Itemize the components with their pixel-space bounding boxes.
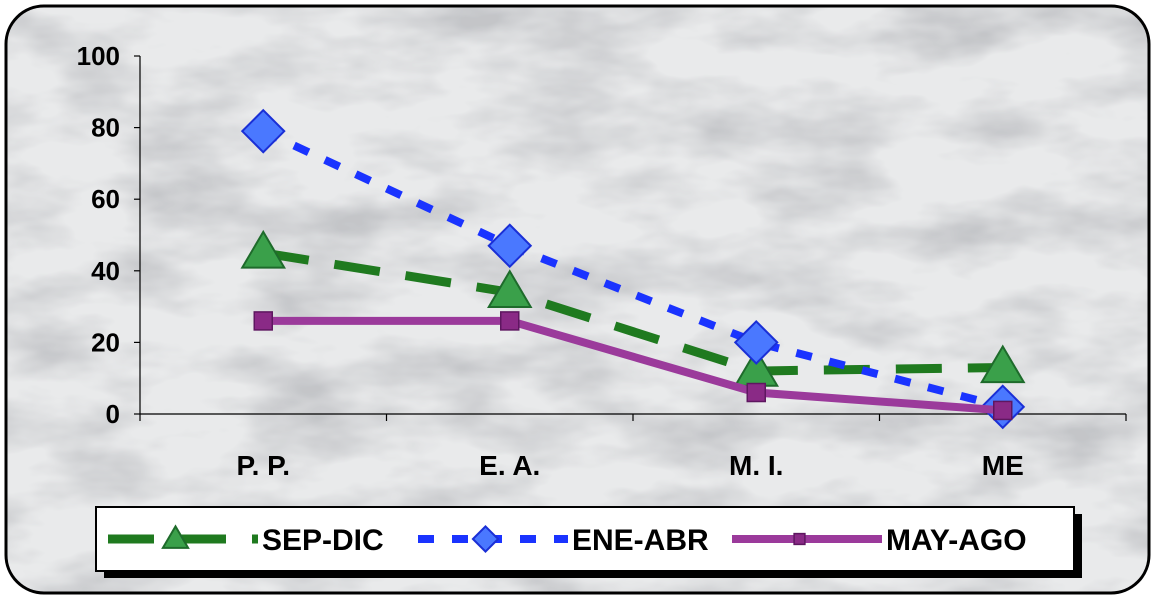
legend-entry: MAY-AGO: [732, 524, 1027, 557]
chart-background: [4, 4, 1151, 595]
legend-marker-triangle: [161, 524, 190, 549]
legend-entry: SEP-DIC: [108, 524, 384, 557]
x-tick-label: E. A.: [479, 450, 540, 481]
series-line: [262, 248, 1003, 376]
data-point-diamond: [733, 319, 779, 365]
data-point-triangle: [240, 229, 286, 269]
x-tick-label: M. I.: [729, 450, 783, 481]
data-point-triangle: [487, 269, 533, 308]
legend: SEP-DIC ENE-ABR MAY-AGO: [95, 506, 1082, 578]
x-tick-label: ME: [982, 450, 1024, 481]
legend-items: SEP-DIC ENE-ABR MAY-AGO: [108, 524, 1027, 557]
data-point-square: [253, 311, 273, 331]
data-point-diamond: [487, 223, 533, 269]
legend-marker-diamond: [471, 524, 500, 554]
legend-entry: ENE-ABR: [418, 524, 709, 557]
data-point-square: [993, 400, 1013, 421]
data-point-triangle: [980, 344, 1026, 384]
legend-label: MAY-AGO: [886, 524, 1027, 557]
legend-label: ENE-ABR: [572, 524, 709, 557]
y-tick-label: 60: [91, 184, 120, 214]
y-tick-label: 100: [77, 41, 120, 71]
y-tick-label: 40: [91, 256, 120, 286]
y-ticks: 0 20 40 60 80 100: [77, 41, 140, 429]
data-point-diamond: [240, 108, 286, 154]
y-tick-label: 20: [91, 327, 120, 357]
x-ticks: P. P. E. A. M. I. ME: [139, 414, 1127, 481]
series-layer: [240, 108, 1026, 430]
data-point-square: [746, 382, 766, 403]
x-tick-label: P. P.: [237, 450, 290, 481]
data-point-square: [500, 311, 520, 331]
y-tick-label: 80: [91, 113, 120, 143]
y-tick-label: 0: [106, 399, 120, 429]
legend-label: SEP-DIC: [262, 524, 384, 557]
legend-marker-square: [793, 532, 806, 546]
legend-box: [95, 506, 1075, 572]
series-line: [263, 316, 1004, 415]
series-may-ago: [253, 311, 1013, 421]
